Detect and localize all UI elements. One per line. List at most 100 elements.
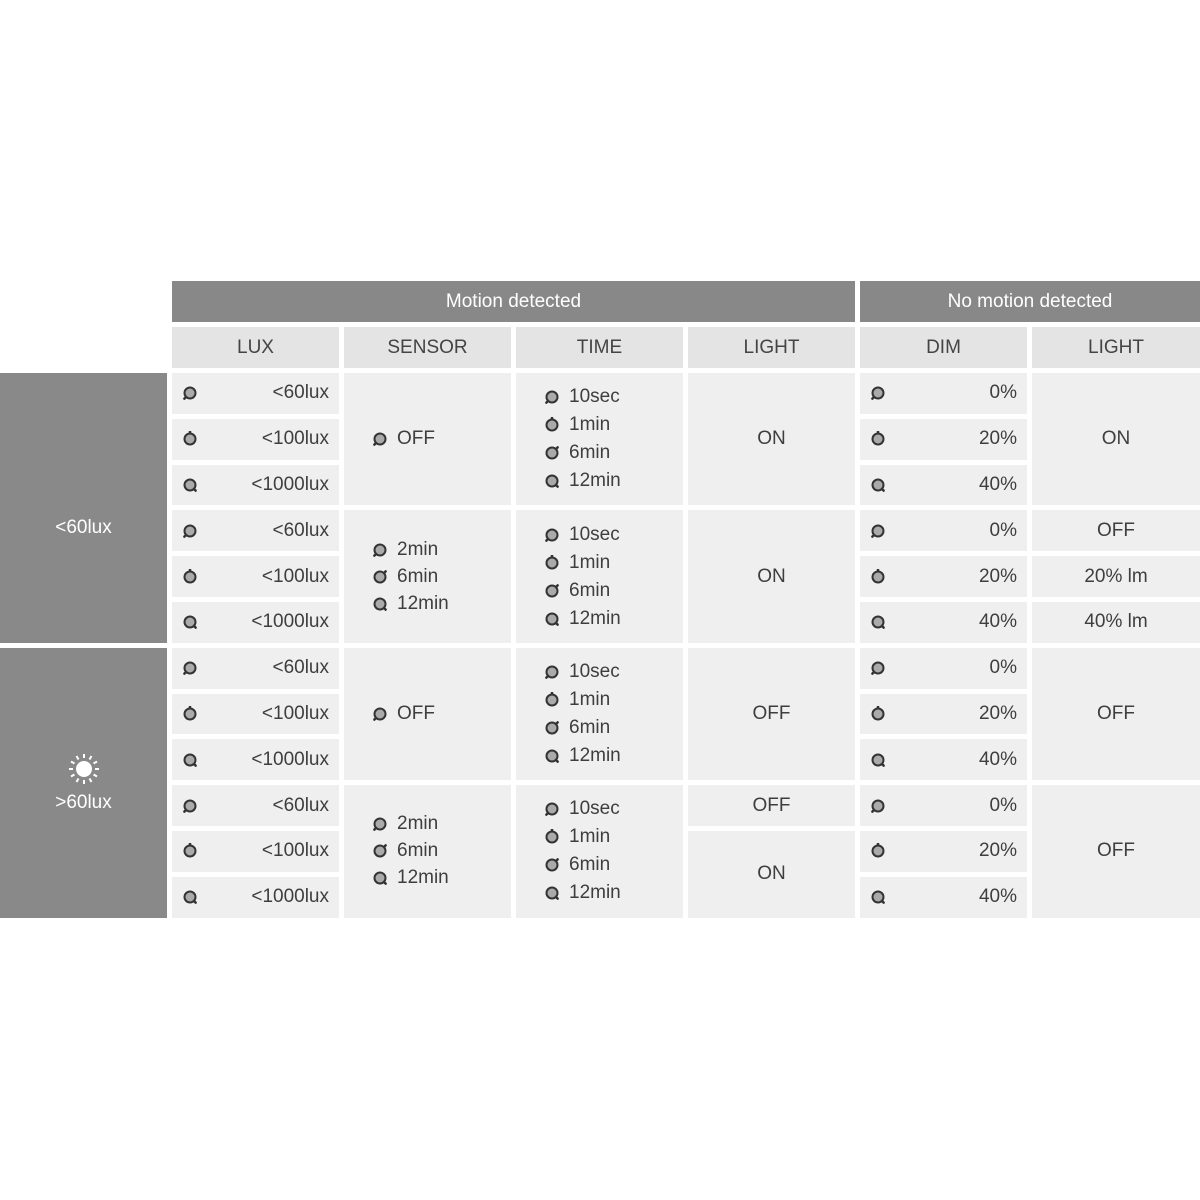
option-item: 12min	[544, 470, 621, 492]
dial-icon	[373, 569, 387, 584]
dial-icon	[545, 474, 559, 489]
dial-icon	[871, 843, 885, 858]
motion-light-cell: ON	[688, 510, 855, 643]
dial-icon	[871, 524, 885, 538]
dial-icon	[545, 528, 559, 542]
no-motion-light-cell: 40% lm	[1032, 601, 1200, 643]
dial-icon	[373, 817, 387, 832]
condition-label: >60lux	[55, 791, 112, 813]
dial-icon	[183, 753, 197, 767]
dim-cell: 40%	[860, 601, 1027, 643]
column-header: TIME	[516, 327, 683, 368]
sensor-cell: 2min 6min 12min	[344, 785, 511, 918]
dial-icon	[871, 478, 885, 492]
dim-label: 0%	[989, 794, 1017, 816]
dial-icon	[373, 707, 387, 721]
lux-cell: <100lux	[172, 556, 339, 597]
dial-icon	[871, 753, 885, 767]
dim-cell: 20%	[860, 418, 1027, 460]
option-item: 1min	[544, 414, 610, 436]
dial-icon	[545, 829, 559, 844]
dial-icon	[545, 612, 559, 626]
lux-label: <100lux	[261, 565, 329, 587]
dial-icon	[545, 886, 559, 901]
dial-icon	[183, 524, 197, 538]
dial-icon	[373, 871, 387, 886]
option-item: 2min	[372, 539, 438, 561]
sensor-off-label: OFF	[397, 702, 435, 724]
option-label: 6min	[569, 716, 611, 738]
dial-icon	[183, 386, 197, 401]
dim-label: 0%	[989, 382, 1017, 404]
lux-cell: <100lux	[172, 418, 339, 460]
option-label: 10sec	[569, 386, 620, 408]
time-cell: 10sec 1min 6min 12min	[516, 785, 683, 918]
condition-dark: <60lux	[0, 373, 167, 643]
sun-icon	[68, 753, 99, 784]
dial-icon	[545, 749, 559, 763]
no-motion-light-cell: OFF	[1032, 647, 1200, 781]
dial-icon	[871, 615, 885, 630]
option-item: 6min	[544, 854, 610, 876]
sensor-off-label: OFF	[397, 428, 435, 450]
dial-icon	[183, 843, 197, 858]
option-item: 10sec	[544, 386, 620, 408]
motion-light-cell: ON	[688, 373, 855, 506]
no-motion-light-cell: OFF	[1032, 785, 1200, 918]
sensor-cell: OFF	[344, 647, 511, 781]
dial-icon	[183, 478, 197, 492]
sensor-cell: 2min 6min 12min	[344, 510, 511, 643]
dim-label: 40%	[978, 886, 1017, 908]
option-label: 1min	[569, 826, 611, 848]
no-motion-light-cell: OFF	[1032, 510, 1200, 552]
lighting-settings-table: Motion detected No motion detected LUX SE…	[0, 281, 1200, 918]
dial-icon	[183, 661, 197, 676]
dial-icon	[373, 844, 387, 858]
option-item: 12min	[544, 745, 621, 767]
option-item: 10sec	[544, 661, 620, 683]
column-header: LIGHT	[1032, 327, 1200, 368]
dial-icon	[545, 554, 559, 570]
lux-label: <100lux	[261, 840, 329, 862]
lux-cell: <60lux	[172, 510, 339, 552]
option-label: 10sec	[569, 660, 620, 682]
dial-icon	[871, 799, 885, 813]
dim-cell: 0%	[860, 510, 1027, 552]
dial-icon	[871, 705, 885, 721]
dial-icon	[545, 446, 559, 460]
lux-cell: <1000lux	[172, 739, 339, 781]
dim-cell: 40%	[860, 739, 1027, 781]
lux-cell: <1000lux	[172, 464, 339, 506]
header-motion-detected: Motion detected	[172, 281, 855, 322]
dim-cell: 20%	[860, 693, 1027, 735]
lux-cell: <100lux	[172, 693, 339, 735]
dim-label: 20%	[978, 840, 1017, 862]
option-item: 12min	[372, 593, 449, 615]
option-item: 10sec	[544, 524, 620, 546]
option-label: 1min	[569, 688, 611, 710]
option-label: 6min	[569, 442, 611, 464]
option-label: 1min	[569, 551, 611, 573]
motion-light-cell: OFF	[688, 647, 855, 781]
lux-label: <60lux	[272, 794, 329, 816]
sensor-cell: OFF	[344, 373, 511, 506]
dim-label: 40%	[978, 611, 1017, 633]
option-item: 6min	[544, 442, 610, 464]
option-item: OFF	[372, 428, 435, 450]
dial-icon	[871, 568, 885, 584]
dim-label: 40%	[978, 473, 1017, 495]
option-label: 12min	[569, 882, 621, 904]
option-label: 6min	[569, 854, 611, 876]
option-label: 6min	[569, 579, 611, 601]
dial-icon	[183, 705, 197, 721]
dim-label: 20%	[978, 428, 1017, 450]
time-cell: 10sec 1min 6min 12min	[516, 373, 683, 506]
dim-cell: 40%	[860, 464, 1027, 506]
header-no-motion-detected: No motion detected	[860, 281, 1200, 322]
lux-cell: <60lux	[172, 785, 339, 826]
dim-label: 0%	[989, 519, 1017, 541]
lux-label: <1000lux	[251, 611, 329, 633]
option-label: 12min	[569, 470, 621, 492]
lux-label: <60lux	[272, 382, 329, 404]
option-item: 1min	[544, 552, 610, 574]
